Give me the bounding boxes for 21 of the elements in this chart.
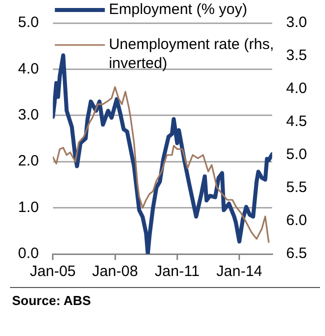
x-tick-label: Jan-05 bbox=[30, 263, 76, 280]
x-tick-label: Jan-11 bbox=[154, 263, 200, 280]
x-tick-label: Jan-08 bbox=[92, 263, 138, 280]
source-note: Source: ABS bbox=[12, 292, 92, 310]
x-tick-label: Jan-14 bbox=[216, 263, 262, 280]
y2-tick-label: 6.0 bbox=[286, 212, 308, 230]
y2-tick-label: 5.0 bbox=[286, 146, 308, 164]
y2-tick-label: 6.5 bbox=[286, 245, 308, 262]
y2-tick-label: 5.5 bbox=[286, 179, 308, 196]
y2-tick-label: 3.0 bbox=[286, 14, 308, 32]
y-tick-label: 5.0 bbox=[18, 14, 39, 32]
y-tick-label: 2.0 bbox=[18, 152, 39, 170]
y2-tick-label: 4.0 bbox=[286, 80, 308, 98]
legend-label: Unemployment rate (rhs, inverted) bbox=[108, 36, 274, 72]
y2-tick-label: 3.5 bbox=[286, 47, 308, 64]
y-tick-label: 4.0 bbox=[18, 60, 39, 78]
legend-label: Employment (% yoy) bbox=[108, 1, 248, 18]
y-tick-label: 0.0 bbox=[18, 245, 39, 262]
y-tick-label: 3.0 bbox=[18, 106, 39, 124]
y2-tick-label: 4.5 bbox=[286, 113, 308, 130]
y-tick-label: 1.0 bbox=[18, 198, 39, 216]
